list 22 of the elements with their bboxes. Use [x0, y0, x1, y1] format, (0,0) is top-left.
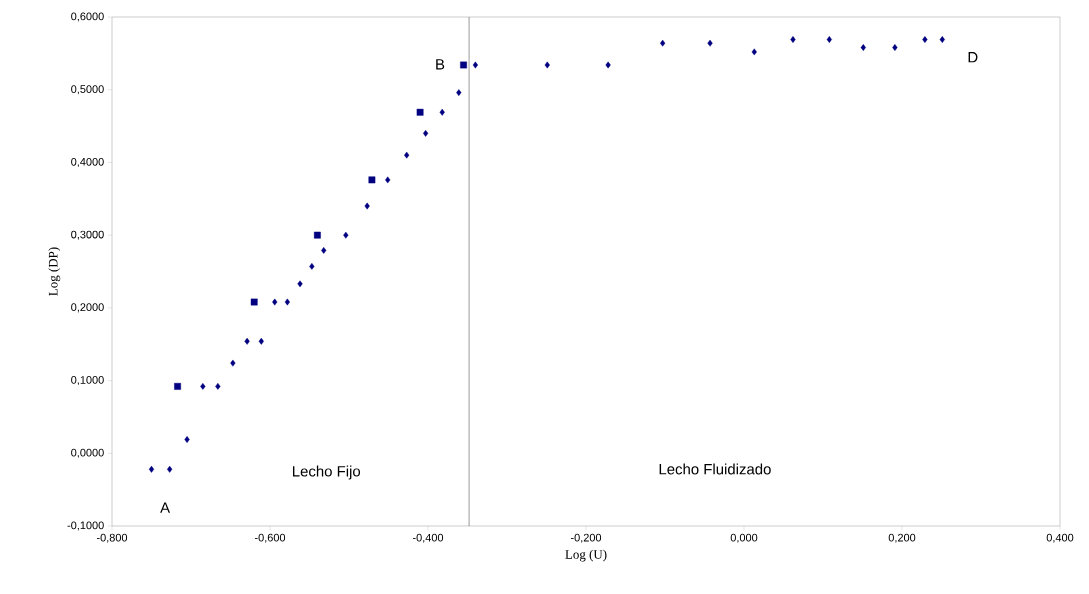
x-tick-label: -0,600 [254, 533, 286, 543]
annotation: B [436, 59, 445, 70]
x-tick-label: 0,400 [1046, 533, 1074, 543]
y-tick-label: 0,2000 [71, 303, 104, 313]
x-tick-label: 0,000 [730, 533, 758, 543]
y-tick-label: 0,3000 [71, 230, 104, 240]
annotation: Lecho Fijo [292, 465, 361, 480]
x-axis-title: Log (U) [565, 549, 607, 562]
y-axis-title: Log (DP) [48, 247, 61, 296]
x-tick-label: 0,200 [888, 533, 916, 543]
annotation: D [968, 52, 978, 63]
y-tick-label: 0,4000 [71, 157, 104, 167]
annotation: A [160, 502, 171, 513]
y-tick-label: 0,6000 [71, 12, 104, 22]
y-tick-label: -0,1000 [67, 521, 104, 531]
y-tick-label: 0,5000 [71, 85, 104, 95]
x-tick-label: -0,200 [570, 533, 602, 543]
y-tick-label: 0,1000 [71, 376, 104, 386]
x-tick-label: -0,400 [412, 533, 444, 543]
annotation: Lecho Fluidizado [659, 463, 771, 475]
x-tick-label: -0,800 [96, 533, 128, 543]
y-tick-label: 0,0000 [71, 448, 104, 458]
